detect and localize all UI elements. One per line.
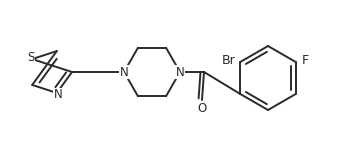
Text: N: N [120, 66, 128, 78]
Text: O: O [197, 102, 207, 114]
Text: N: N [54, 88, 62, 101]
Text: Br: Br [221, 54, 235, 66]
Text: N: N [176, 66, 184, 78]
Text: F: F [302, 54, 309, 66]
Text: S: S [27, 51, 35, 64]
